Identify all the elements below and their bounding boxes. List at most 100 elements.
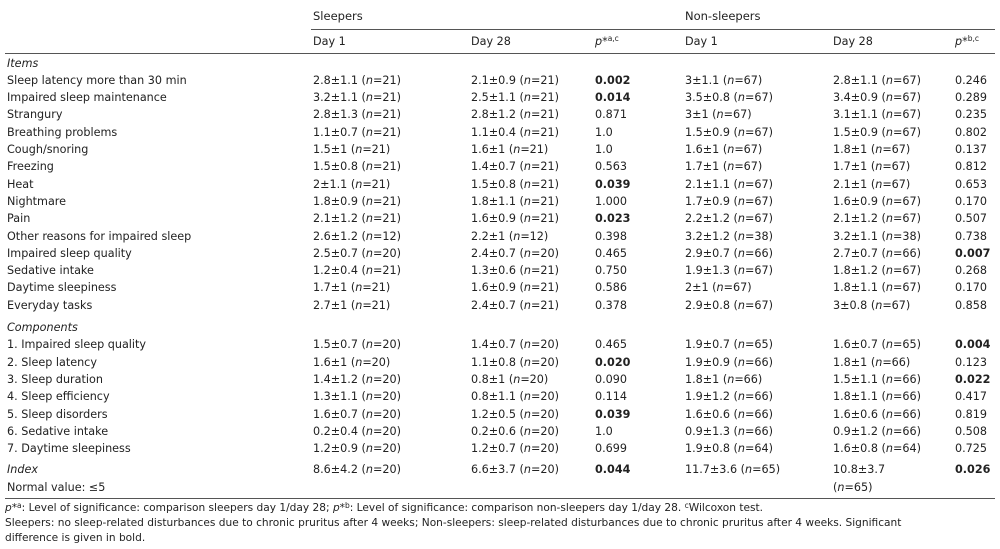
table-row: 4. Sleep efficiency 1.3±1.1 (n=20) 0.8±1.1…	[5, 388, 995, 405]
p-nonsleepers: 0.725	[955, 442, 988, 456]
table-row: Sedative intake 1.2±0.4 (n=21) 1.3±0.6 (n=…	[5, 262, 995, 279]
p-nonsleepers: 0.819	[955, 407, 988, 421]
nonsleepers-day1: 1.9±0.9 (n=66)	[685, 355, 773, 369]
nonsleepers-day1: 1.8±1 (n=66)	[685, 372, 763, 386]
col-nonsleepers-day1: Day 1	[683, 29, 831, 54]
row-label: 5. Sleep disorders	[7, 407, 108, 421]
nonsleepers-day28: 2.7±0.7 (n=66)	[833, 246, 921, 260]
p-nonsleepers: 0.170	[955, 281, 988, 295]
table-row: Strangury 2.8±1.3 (n=21) 2.8±1.2 (n=21) 0.8…	[5, 106, 995, 123]
table-row: Freezing 1.5±0.8 (n=21) 1.4±0.7 (n=21) 0.56…	[5, 158, 995, 175]
p-nonsleepers: 0.268	[955, 264, 988, 278]
sleepers-day28: 1.6±1 (n=21)	[471, 143, 549, 157]
table-row: 2. Sleep latency 1.6±1 (n=20) 1.1±0.8 (n=2…	[5, 354, 995, 371]
nonsleepers-day1: 3.2±1.2 (n=38)	[685, 229, 773, 243]
sleepers-day28: 1.4±0.7 (n=21)	[471, 160, 559, 174]
nonsleepers-day1: 1.9±1.2 (n=66)	[685, 390, 773, 404]
nonsleepers-day1: 3.5±0.8 (n=67)	[685, 91, 773, 105]
sleepers-day28: 0.8±1 (n=20)	[471, 372, 549, 386]
sleepers-day28: 2.1±0.9 (n=21)	[471, 73, 559, 87]
p-nonsleepers: 0.022	[955, 372, 991, 386]
nonsleepers-day1: 1.6±0.6 (n=66)	[685, 407, 773, 421]
row-label: Pain	[7, 212, 31, 226]
nonsleepers-day1: 1.9±1.3 (n=67)	[685, 264, 773, 278]
footnote-line-2: Sleepers: no sleep-related disturbances …	[5, 517, 902, 530]
sleepers-day28: 0.2±0.6 (n=20)	[471, 424, 559, 438]
row-label: Impaired sleep quality	[7, 246, 132, 260]
p-sleepers: 1.0	[595, 143, 613, 157]
table-row: 7. Daytime sleepiness 1.2±0.9 (n=20) 1.2±0…	[5, 440, 995, 457]
p-nonsleepers: 0.007	[955, 246, 991, 260]
p-sleepers: 0.699	[595, 442, 628, 456]
index-p-nonsleepers: 0.026	[955, 463, 991, 477]
row-label: Sedative intake	[7, 264, 94, 278]
nonsleepers-day1: 1.9±0.8 (n=64)	[685, 442, 773, 456]
row-label: Strangury	[7, 108, 63, 122]
nonsleepers-day28: 0.9±1.2 (n=66)	[833, 424, 921, 438]
index-p-sleepers: 0.044	[595, 463, 631, 477]
row-label: Breathing problems	[7, 125, 118, 139]
row-label: 2. Sleep latency	[7, 355, 97, 369]
p-sleepers: 0.465	[595, 246, 628, 260]
sleepers-day28: 1.6±0.9 (n=21)	[471, 212, 559, 226]
results-table: Sleepers Non-sleepers Day 1 Day 28 p*a,c…	[5, 3, 996, 500]
p-nonsleepers: 0.289	[955, 91, 988, 105]
section-items: Items	[7, 56, 39, 70]
p-nonsleepers: 0.246	[955, 73, 988, 87]
col-sleepers-day1: Day 1	[311, 29, 469, 54]
p-nonsleepers: 0.004	[955, 338, 991, 352]
table-row: Impaired sleep maintenance 3.2±1.1 (n=21)…	[5, 89, 995, 106]
group-header-row: Sleepers Non-sleepers	[5, 3, 996, 31]
sleepers-day28: 1.2±0.5 (n=20)	[471, 407, 559, 421]
row-label: 4. Sleep efficiency	[7, 390, 110, 404]
table-row: 1. Impaired sleep quality 1.5±0.7 (n=20) 1…	[5, 336, 995, 353]
row-label: Freezing	[7, 160, 54, 174]
nonsleepers-day28: 2.1±1 (n=67)	[833, 177, 911, 191]
sleepers-day1: 1.5±0.7 (n=20)	[313, 338, 401, 352]
sleepers-day1: 2±1.1 (n=21)	[313, 177, 391, 191]
nonsleepers-day28: 2.1±1.2 (n=67)	[833, 212, 921, 226]
nonsleepers-day28: 3.1±1.1 (n=67)	[833, 108, 921, 122]
nonsleepers-day1: 1.7±1 (n=67)	[685, 160, 763, 174]
p-sleepers: 0.002	[595, 73, 631, 87]
sleepers-day28: 2.8±1.2 (n=21)	[471, 108, 559, 122]
p-nonsleepers: 0.653	[955, 177, 988, 191]
sleepers-day1: 1.7±1 (n=21)	[313, 281, 391, 295]
sleepers-day28: 2.2±1 (n=12)	[471, 229, 549, 243]
nonsleepers-day1: 2.1±1.1 (n=67)	[685, 177, 773, 191]
nonsleepers-day1: 0.9±1.3 (n=66)	[685, 424, 773, 438]
p-sleepers: 0.398	[595, 229, 628, 243]
sleepers-day28: 1.4±0.7 (n=20)	[471, 338, 559, 352]
p-nonsleepers: 0.858	[955, 298, 988, 312]
sleepers-day1: 1.3±1.1 (n=20)	[313, 390, 401, 404]
table-row: Breathing problems 1.1±0.7 (n=21) 1.1±0.4 …	[5, 124, 995, 141]
nonsleepers-day28: 3±0.8 (n=67)	[833, 298, 911, 312]
nonsleepers-day1: 3±1 (n=67)	[685, 108, 752, 122]
row-label: Sleep latency more than 30 min	[7, 73, 187, 87]
col-p-nonsleepers: p*b,c	[953, 29, 996, 54]
p-sleepers: 0.871	[595, 108, 628, 122]
row-label: 3. Sleep duration	[7, 372, 103, 386]
p-sleepers: 0.378	[595, 298, 628, 312]
sleepers-day1: 1.6±1 (n=20)	[313, 355, 391, 369]
row-label: 7. Daytime sleepiness	[7, 442, 131, 456]
normal-value: Normal value: ≤5	[5, 478, 311, 500]
sleepers-day28: 0.8±1.1 (n=20)	[471, 390, 559, 404]
results-table-container: Sleepers Non-sleepers Day 1 Day 28 p*a,c…	[5, 3, 996, 546]
nonsleepers-day28: 3.2±1.1 (n=38)	[833, 229, 921, 243]
nonsleepers-day28: 1.8±1.1 (n=67)	[833, 281, 921, 295]
sleepers-day28: 1.1±0.8 (n=20)	[471, 355, 559, 369]
index-row-continued: Normal value: ≤5 (n=65)	[5, 478, 996, 500]
sleepers-day28: 1.1±0.4 (n=21)	[471, 125, 559, 139]
row-label: Heat	[7, 177, 34, 191]
nonsleepers-day28: 1.6±0.6 (n=66)	[833, 407, 921, 421]
row-label: Nightmare	[7, 194, 67, 208]
col-nonsleepers-day28: Day 28	[831, 29, 953, 54]
row-label: Impaired sleep maintenance	[7, 91, 167, 105]
sleepers-day1: 0.2±0.4 (n=20)	[313, 424, 401, 438]
p-sleepers: 0.563	[595, 160, 628, 174]
table-row: 3. Sleep duration 1.4±1.2 (n=20) 0.8±1 (n=…	[5, 371, 995, 388]
p-nonsleepers: 0.738	[955, 229, 988, 243]
index-row: Index 8.6±4.2 (n=20) 6.6±3.7 (n=20) 0.04…	[5, 457, 995, 478]
sleepers-day1: 2.8±1.3 (n=21)	[313, 108, 401, 122]
